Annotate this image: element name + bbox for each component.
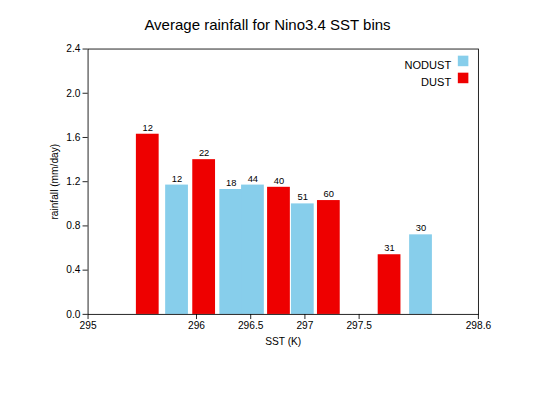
svg-text:22: 22	[199, 148, 209, 158]
svg-text:2.4: 2.4	[66, 43, 80, 54]
svg-text:12: 12	[142, 123, 152, 133]
svg-text:0.4: 0.4	[66, 264, 80, 275]
svg-text:1.6: 1.6	[66, 132, 80, 143]
svg-text:51: 51	[298, 192, 308, 202]
svg-text:30: 30	[416, 223, 426, 233]
svg-text:298.6: 298.6	[466, 320, 492, 331]
svg-text:12: 12	[172, 174, 182, 184]
svg-text:SST (K): SST (K)	[265, 336, 301, 347]
svg-text:40: 40	[274, 176, 284, 186]
svg-text:NODUST: NODUST	[405, 59, 452, 71]
svg-text:44: 44	[248, 174, 258, 184]
svg-text:DUST: DUST	[421, 76, 451, 88]
svg-text:1.2: 1.2	[66, 176, 80, 187]
svg-text:296: 296	[188, 320, 205, 331]
svg-text:296.5: 296.5	[238, 320, 264, 331]
svg-text:18: 18	[226, 178, 236, 188]
svg-text:rainfall (mm/day): rainfall (mm/day)	[49, 144, 60, 220]
svg-text:295: 295	[80, 320, 97, 331]
svg-text:2.0: 2.0	[66, 88, 80, 99]
svg-text:297.5: 297.5	[346, 320, 372, 331]
svg-text:31: 31	[384, 243, 394, 253]
html-text:Average rainfall for Nino3.4 S: Average rainfall for Nino3.4 SST bins	[144, 16, 391, 33]
svg-text:60: 60	[324, 189, 334, 199]
svg-text:297: 297	[296, 320, 313, 331]
svg-text:0.8: 0.8	[66, 220, 80, 231]
svg-text:0.0: 0.0	[66, 309, 80, 320]
